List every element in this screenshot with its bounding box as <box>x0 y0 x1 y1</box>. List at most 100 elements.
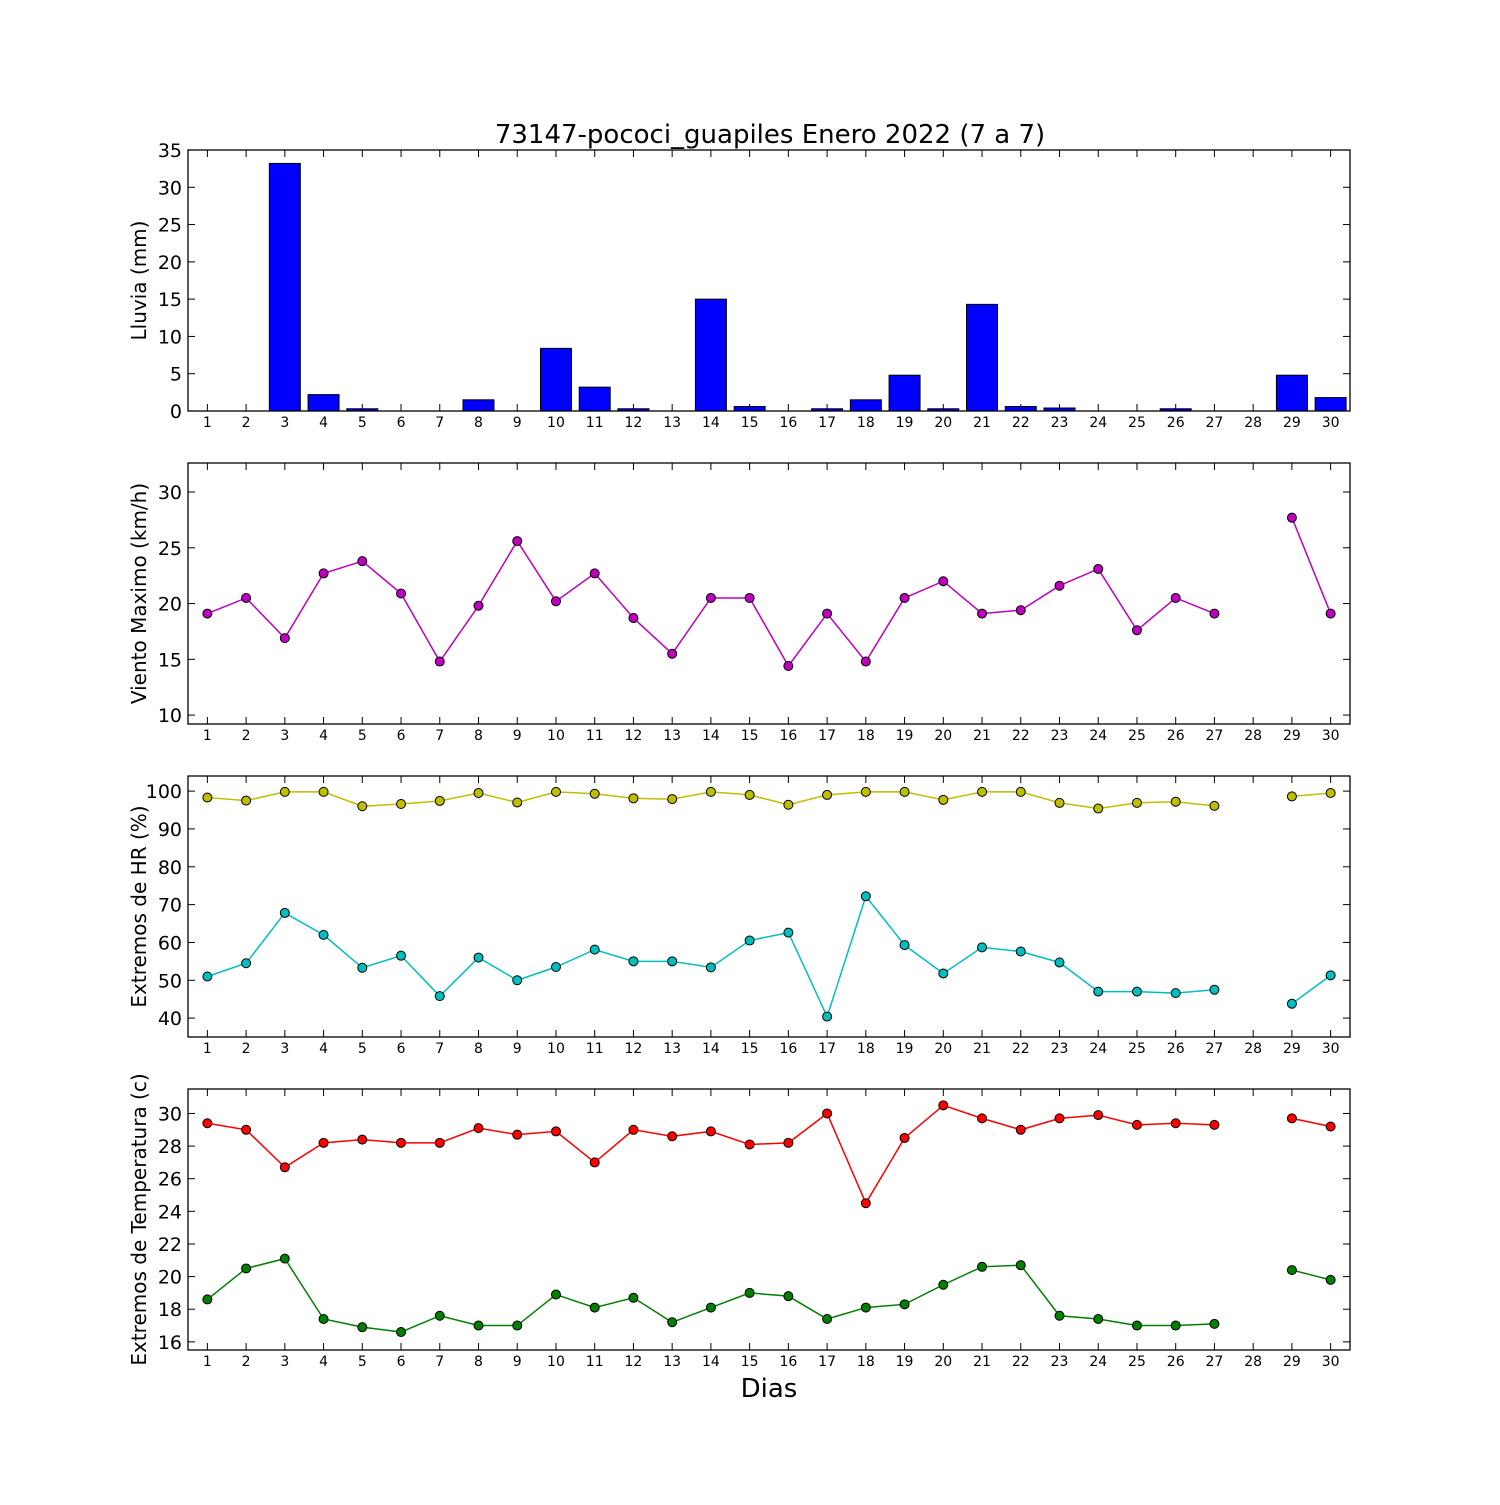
x-tick-label: 4 <box>319 1354 328 1370</box>
data-point <box>589 568 600 579</box>
x-tick-label: 9 <box>513 1041 522 1057</box>
data-point <box>977 1261 988 1272</box>
x-tick-label: 16 <box>779 415 797 431</box>
data-point <box>241 795 252 806</box>
data-point <box>202 1294 213 1305</box>
x-tick-label: 28 <box>1244 728 1262 744</box>
x-tick-label: 28 <box>1244 1041 1262 1057</box>
x-tick-label: 12 <box>625 1354 643 1370</box>
data-point <box>744 789 755 800</box>
data-point <box>938 1279 949 1290</box>
x-tick-label: 27 <box>1206 1041 1224 1057</box>
x-tick-label: 27 <box>1206 728 1224 744</box>
data-point <box>977 786 988 797</box>
bar <box>849 399 882 412</box>
data-point <box>860 1302 871 1313</box>
series-line <box>207 894 1215 1019</box>
x-tick-label: 25 <box>1128 415 1146 431</box>
data-point <box>279 633 290 644</box>
x-tick-label: 3 <box>280 1041 289 1057</box>
x-tick-label: 30 <box>1322 415 1340 431</box>
data-point <box>1209 608 1220 619</box>
data-point <box>705 1302 716 1313</box>
x-tick-label: 5 <box>358 415 367 431</box>
y-tick-label: 0 <box>170 401 182 423</box>
x-tick-label: 25 <box>1128 1354 1146 1370</box>
series-line <box>1291 792 1331 798</box>
x-tick-label: 21 <box>973 728 991 744</box>
y-tick-label: 80 <box>158 857 182 879</box>
bar <box>539 347 572 412</box>
data-point <box>279 786 290 797</box>
bar <box>733 406 766 412</box>
y-tick-label: 25 <box>158 538 182 560</box>
y-tick-label: 30 <box>158 177 182 199</box>
x-tick-label: 4 <box>319 728 328 744</box>
bar <box>888 374 921 412</box>
data-point <box>434 1310 445 1321</box>
y-tick-label: 90 <box>158 819 182 841</box>
x-tick-label: 9 <box>513 1354 522 1370</box>
series-line <box>1291 1269 1331 1281</box>
x-tick-label: 10 <box>547 1354 565 1370</box>
data-point <box>822 1108 833 1119</box>
data-point <box>1170 988 1181 999</box>
data-point <box>1054 1310 1065 1321</box>
x-tick-label: 7 <box>435 415 444 431</box>
x-tick-label: 28 <box>1244 415 1262 431</box>
data-point <box>279 1162 290 1173</box>
data-point <box>1286 998 1297 1009</box>
x-tick-label: 23 <box>1051 728 1069 744</box>
data-point <box>1325 1274 1336 1285</box>
data-point <box>938 1100 949 1111</box>
data-point <box>589 1302 600 1313</box>
data-point <box>1054 797 1065 808</box>
data-point <box>1131 1119 1142 1130</box>
bar <box>1314 397 1347 412</box>
x-tick-label: 24 <box>1089 1041 1107 1057</box>
data-point <box>1170 796 1181 807</box>
y-tick-label: 15 <box>158 289 182 311</box>
x-tick-label: 18 <box>857 415 875 431</box>
bar <box>268 162 301 412</box>
data-point <box>589 788 600 799</box>
x-tick-label: 8 <box>474 1041 483 1057</box>
x-tick-label: 26 <box>1167 1354 1185 1370</box>
y-tick-label: 5 <box>170 364 182 386</box>
data-point <box>318 929 329 940</box>
data-point <box>628 956 639 967</box>
x-tick-label: 26 <box>1167 728 1185 744</box>
x-tick-label: 2 <box>242 1354 251 1370</box>
y-tick-label: 10 <box>158 705 182 727</box>
data-point <box>1209 1318 1220 1329</box>
x-tick-label: 3 <box>280 728 289 744</box>
x-tick-label: 19 <box>896 415 914 431</box>
x-tick-label: 6 <box>397 415 406 431</box>
x-tick-label: 20 <box>934 1041 952 1057</box>
data-point <box>899 1132 910 1143</box>
data-point <box>822 1011 833 1022</box>
data-point <box>783 927 794 938</box>
y-axis-label: Viento Maximo (km/h) <box>127 483 151 704</box>
x-tick-label: 24 <box>1089 1354 1107 1370</box>
data-point <box>1131 797 1142 808</box>
data-point <box>318 1314 329 1325</box>
bar <box>1004 406 1037 412</box>
x-tick-label: 29 <box>1283 1354 1301 1370</box>
data-point <box>628 793 639 804</box>
data-point <box>202 1118 213 1129</box>
x-tick-label: 13 <box>663 415 681 431</box>
data-point <box>357 1322 368 1333</box>
data-point <box>1209 800 1220 811</box>
data-point <box>1093 986 1104 997</box>
data-point <box>318 568 329 579</box>
x-tick-label: 13 <box>663 1041 681 1057</box>
x-tick-label: 11 <box>586 415 604 431</box>
data-point <box>1131 1320 1142 1331</box>
x-tick-label: 2 <box>242 1041 251 1057</box>
x-tick-label: 17 <box>818 728 836 744</box>
x-tick-label: 14 <box>702 1354 720 1370</box>
x-tick-label: 2 <box>242 415 251 431</box>
